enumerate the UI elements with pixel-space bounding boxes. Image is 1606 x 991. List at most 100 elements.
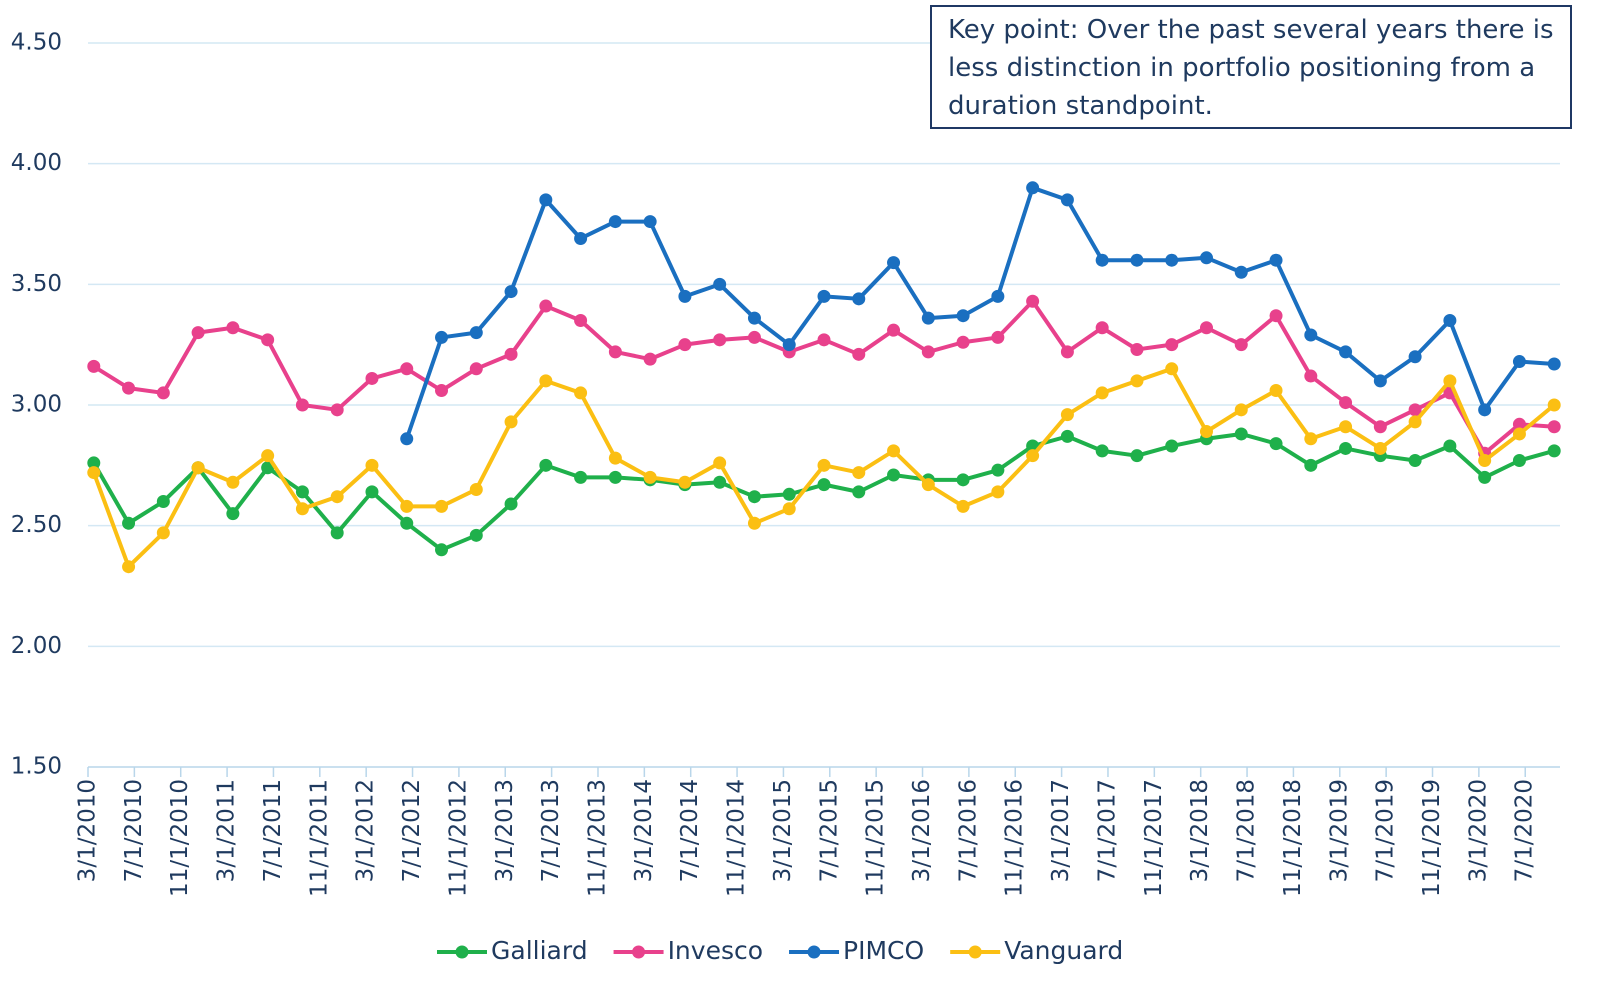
data-point [365,485,379,499]
data-point [122,381,136,395]
data-point [887,323,901,337]
data-point [747,516,761,530]
data-point [643,470,657,484]
y-tick-label: 4.00 [11,150,62,176]
data-point [400,516,414,530]
data-point [1547,420,1561,434]
data-point [261,449,275,463]
data-point [643,215,657,229]
data-point [122,516,136,530]
data-point [1339,441,1353,455]
x-tick-label: 7/1/2010 [121,779,147,882]
data-point [608,470,622,484]
x-tick-label: 3/1/2020 [1465,779,1491,882]
data-point [1269,437,1283,451]
data-point [365,458,379,472]
data-point [747,330,761,344]
y-tick-label: 2.00 [11,633,62,659]
data-point [122,560,136,574]
x-tick-label: 11/1/2012 [445,779,471,897]
data-point [400,499,414,513]
data-point [330,403,344,417]
data-point [1234,427,1248,441]
legend-item: Galliard [437,936,588,965]
data-point [1026,294,1040,308]
data-point [261,333,275,347]
x-tick-label: 7/1/2020 [1512,779,1538,882]
x-tick-label: 3/1/2018 [1187,779,1213,882]
x-tick-label: 3/1/2011 [214,779,240,882]
data-point [782,338,796,352]
data-point [226,507,240,521]
x-tick-label: 11/1/2011 [306,779,332,897]
x-tick-label: 7/1/2016 [955,779,981,882]
data-point [1373,374,1387,388]
data-point [817,333,831,347]
data-point [1269,384,1283,398]
x-tick-label: 7/1/2015 [816,779,842,882]
data-point [1512,454,1526,468]
x-tick-label: 7/1/2014 [677,779,703,882]
data-point [1095,321,1109,335]
legend-label: Invesco [668,936,763,965]
data-point [747,311,761,325]
x-tick-label: 7/1/2018 [1234,779,1260,882]
data-point [365,371,379,385]
data-point [87,466,101,480]
data-point [887,444,901,458]
data-point [991,330,1005,344]
data-point [956,309,970,323]
x-tick-label: 11/1/2018 [1280,779,1306,897]
data-point [574,386,588,400]
data-point [678,289,692,303]
x-tick-label: 11/1/2010 [167,779,193,897]
data-point [956,335,970,349]
y-tick-label: 3.50 [11,271,62,297]
data-point [852,485,866,499]
data-point [574,314,588,328]
data-point [1512,355,1526,369]
x-tick-label: 3/1/2019 [1326,779,1352,882]
data-point [608,345,622,359]
data-point [1373,441,1387,455]
data-point [1547,444,1561,458]
data-point [1199,425,1213,439]
annotation: Key point: Over the past several years t… [930,5,1572,129]
data-point [1269,253,1283,267]
data-point [1547,357,1561,371]
data-point [156,526,170,540]
data-point [921,345,935,359]
data-point [1304,328,1318,342]
data-point [956,499,970,513]
data-point [226,321,240,335]
data-point [643,352,657,366]
data-point [1443,314,1457,328]
y-tick-label: 1.50 [11,754,62,780]
x-tick-label: 7/1/2011 [260,779,286,882]
data-point [608,215,622,229]
data-point [539,374,553,388]
data-point [1408,350,1422,364]
data-point [1478,454,1492,468]
data-point [608,451,622,465]
data-point [991,289,1005,303]
data-point [191,326,205,340]
data-point [678,338,692,352]
data-point [1234,403,1248,417]
data-point [435,499,449,513]
data-point [921,478,935,492]
data-point [435,543,449,557]
y-tick-label: 4.50 [11,30,62,56]
data-point [1060,193,1074,207]
data-point [574,470,588,484]
data-point [817,289,831,303]
data-point [1130,342,1144,356]
data-point [1408,403,1422,417]
data-point [1339,396,1353,410]
x-tick-label: 11/1/2013 [584,779,610,897]
data-point [1408,415,1422,429]
legend-label: Galliard [491,936,588,965]
data-point [469,482,483,496]
data-point [713,277,727,291]
data-point [1095,444,1109,458]
